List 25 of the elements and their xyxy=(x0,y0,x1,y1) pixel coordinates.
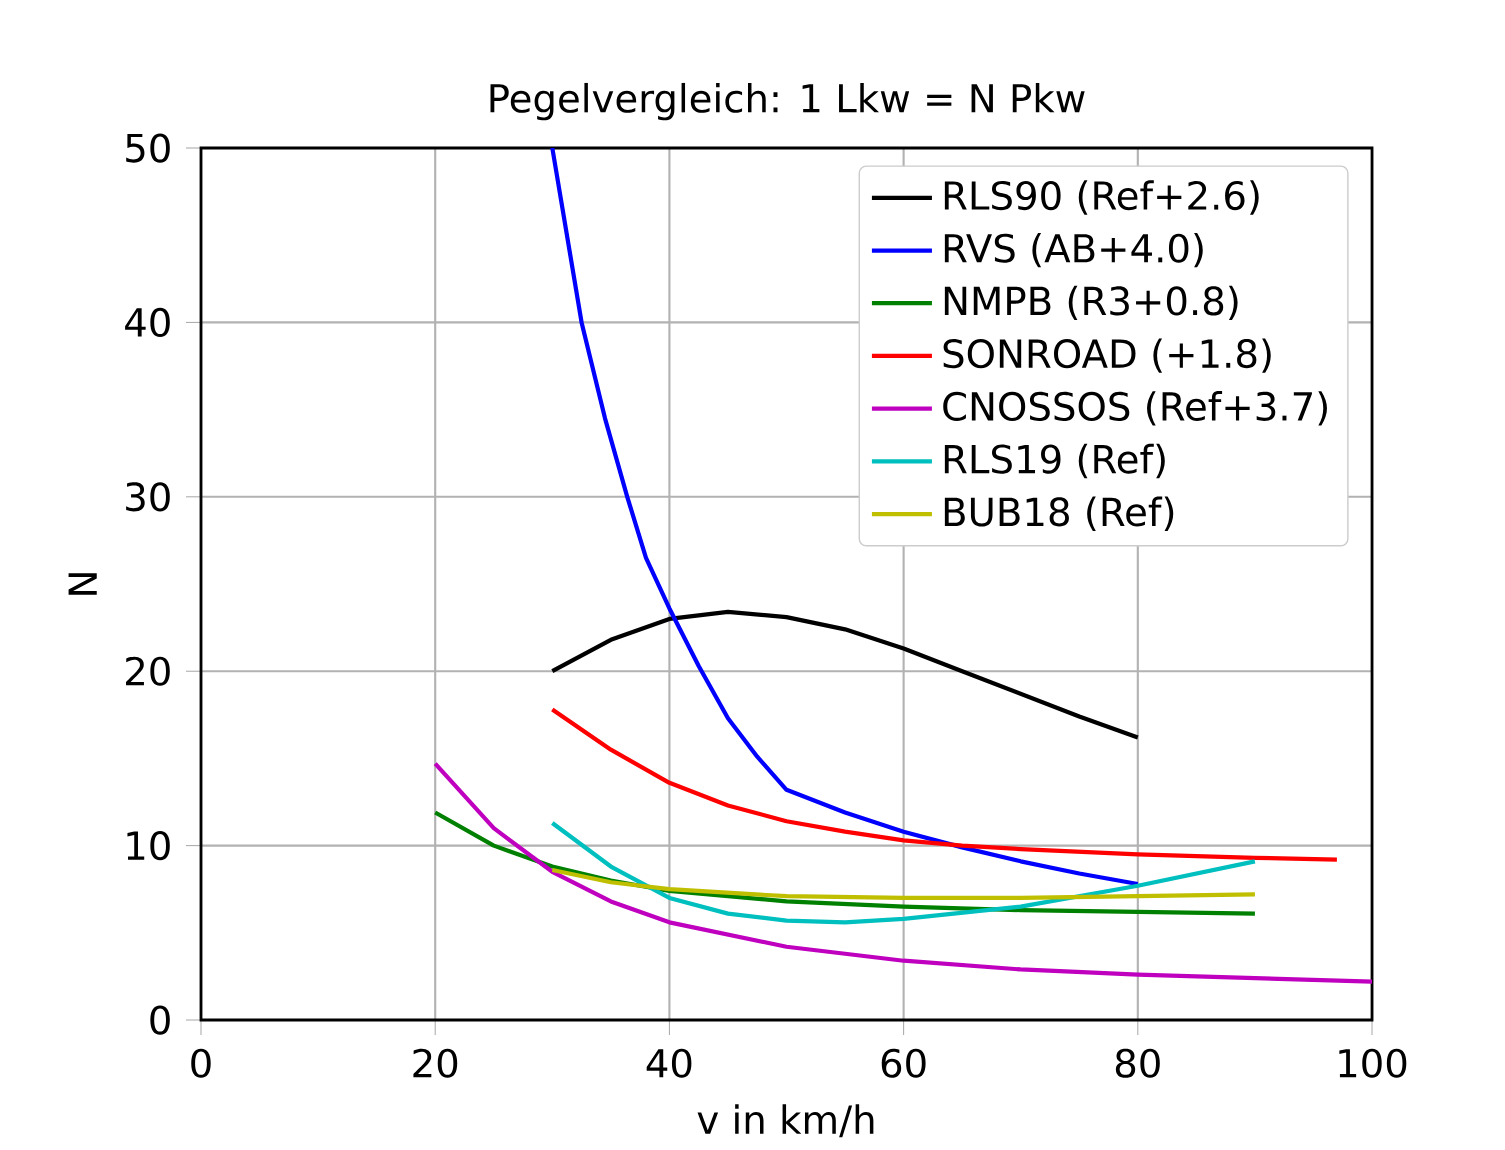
x-tick-label: 80 xyxy=(1115,1048,1160,1078)
legend-label: RLS90 (Ref+2.6) xyxy=(944,180,1259,215)
legend-label: RVS (AB+4.0) xyxy=(944,232,1203,268)
x-tick-label: 60 xyxy=(881,1048,926,1078)
legend-label: SONROAD (+1.8) xyxy=(943,338,1271,373)
y-tick-label: 40 xyxy=(125,307,170,337)
line-series xyxy=(550,867,1258,900)
legend-label: NMPB (R3+0.8) xyxy=(944,285,1238,320)
line-series xyxy=(550,707,1340,862)
y-tick-label: 10 xyxy=(127,830,170,861)
legend-label: CNOSSOS (Ref+3.7) xyxy=(943,391,1327,426)
legend-label: RLS19 (Ref) xyxy=(944,443,1165,479)
x-tick-label: 0 xyxy=(191,1048,211,1078)
y-tick-label: 0 xyxy=(150,1005,170,1035)
chart-title: Pegelvergleich: 1 Lkw = N Pkw xyxy=(490,82,1085,121)
legend-label: BUB18 (Ref) xyxy=(944,496,1174,531)
x-tick-label: 20 xyxy=(413,1048,458,1078)
line-series xyxy=(550,820,1258,925)
x-tick-label: 100 xyxy=(1339,1048,1407,1078)
y-axis-title: N xyxy=(68,573,97,595)
y-tick-label: 50 xyxy=(126,133,170,163)
y-tick-label: 20 xyxy=(126,656,170,686)
y-tick-label: 30 xyxy=(126,482,170,512)
x-axis-title: v in km/h xyxy=(697,1104,874,1138)
x-tick-label: 40 xyxy=(646,1048,692,1078)
